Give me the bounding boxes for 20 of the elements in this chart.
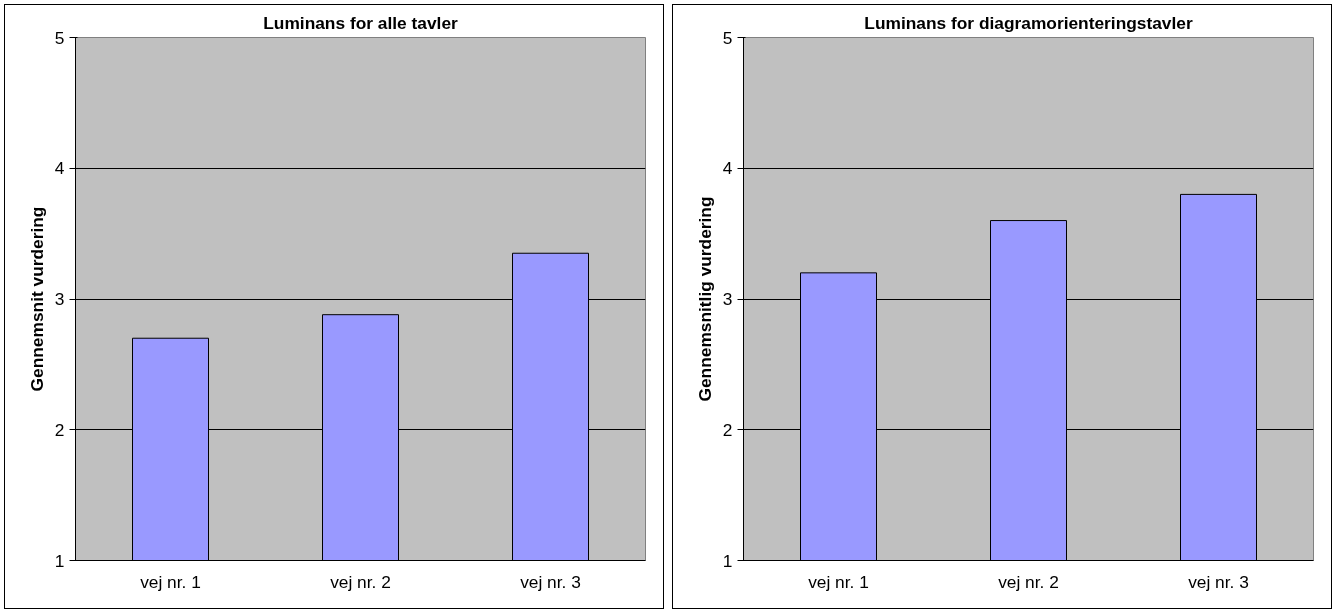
y-tick-label: 2 xyxy=(54,419,65,440)
x-tick-label: vej nr. 3 xyxy=(1188,571,1249,592)
y-tick-label: 5 xyxy=(722,27,733,48)
y-axis-title: Gennemsnit vurdering xyxy=(26,206,47,392)
y-axis-title: Gennemsnitlig vurdering xyxy=(694,196,715,402)
x-tick-label: vej nr. 2 xyxy=(998,571,1059,592)
y-tick-label: 1 xyxy=(54,550,65,571)
y-tick-label: 2 xyxy=(722,419,733,440)
y-tick-label: 1 xyxy=(722,550,733,571)
x-tick-label: vej nr. 2 xyxy=(330,571,391,592)
y-tick-label: 3 xyxy=(722,289,733,309)
chart-title: Luminans for alle tavler xyxy=(263,12,459,33)
y-tick-label: 4 xyxy=(722,158,733,179)
x-tick-label: vej nr. 1 xyxy=(140,571,201,592)
x-tick-label: vej nr. 1 xyxy=(808,571,869,592)
y-tick-label: 4 xyxy=(54,158,65,179)
y-tick-label: 5 xyxy=(54,27,65,48)
x-tick-label: vej nr. 3 xyxy=(520,571,581,592)
y-tick-label: 3 xyxy=(54,289,65,309)
chart-title: Luminans for diagramorienteringstavler xyxy=(864,12,1193,33)
